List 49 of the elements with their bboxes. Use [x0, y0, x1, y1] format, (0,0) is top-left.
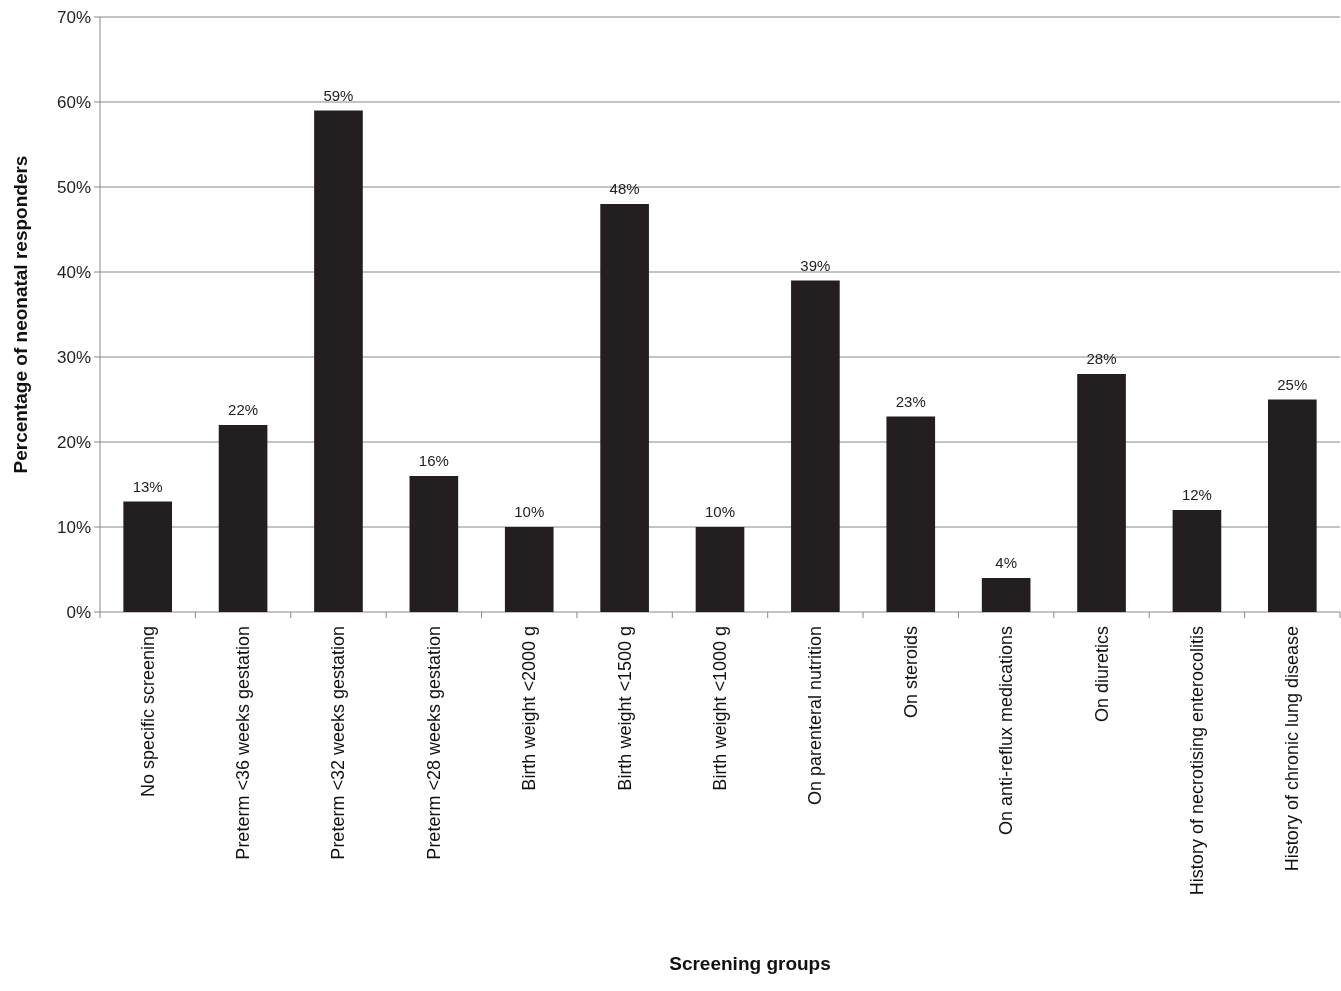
bar: [314, 110, 363, 612]
bar: [1267, 399, 1317, 612]
x-tick-label: Preterm <32 weeks gestation: [328, 626, 349, 860]
data-label: 22%: [228, 401, 259, 418]
x-tick-label: Birth weight <2000 g: [519, 626, 540, 791]
data-label: 48%: [609, 180, 640, 197]
data-label: 28%: [1086, 350, 1117, 367]
data-label: 39%: [800, 256, 831, 274]
data-label: 4%: [995, 554, 1017, 571]
x-tick-label: On anti-reflux medications: [996, 626, 1017, 836]
x-tick-label: On steroids: [900, 626, 921, 719]
x-tick-label: Preterm <28 weeks gestation: [423, 626, 444, 860]
data-label: 23%: [895, 392, 926, 410]
bar: [981, 578, 1031, 612]
data-label: 25%: [1277, 375, 1308, 393]
x-axis-title: Screening groups: [669, 953, 831, 974]
bar: [123, 501, 173, 612]
y-tick-label: 0%: [66, 602, 91, 622]
data-label: 59%: [323, 86, 354, 104]
bar: [600, 204, 649, 612]
x-tick-label: Birth weight <1500 g: [614, 626, 635, 791]
data-label: 13%: [132, 477, 163, 495]
y-tick-label: 10%: [56, 517, 91, 537]
data-label: 12%: [1181, 486, 1212, 503]
x-tick-label: Birth weight <1000 g: [710, 626, 730, 791]
data-label: 10%: [704, 503, 736, 520]
y-tick-label: 70%: [56, 7, 91, 27]
x-tick-label: Preterm <36 weeks gestation: [233, 626, 254, 860]
y-tick-label: 30%: [56, 347, 91, 367]
bar: [1077, 374, 1126, 612]
y-tick-label: 50%: [56, 177, 91, 197]
y-axis-title: Percentage of neonatal responders: [10, 155, 31, 474]
bar: [791, 280, 840, 612]
y-tick-label: 20%: [56, 432, 91, 452]
bar: [1172, 510, 1222, 612]
y-tick-label: 60%: [56, 92, 91, 112]
x-tick-label: No specific screening: [137, 626, 158, 798]
bar: [886, 416, 936, 612]
bar: [695, 527, 745, 612]
bar: [504, 527, 554, 612]
y-tick-label: 40%: [56, 262, 91, 282]
x-tick-label: History of necrotising enterocolitis: [1186, 626, 1207, 896]
data-label: 16%: [418, 452, 449, 469]
data-label: 10%: [514, 503, 545, 520]
x-tick-label: On diuretics: [1091, 626, 1112, 723]
bar: [409, 476, 459, 612]
bar: [218, 425, 268, 612]
x-tick-label: History of chronic lung disease: [1282, 626, 1303, 872]
x-tick-label: On parenteral nutrition: [805, 626, 826, 806]
